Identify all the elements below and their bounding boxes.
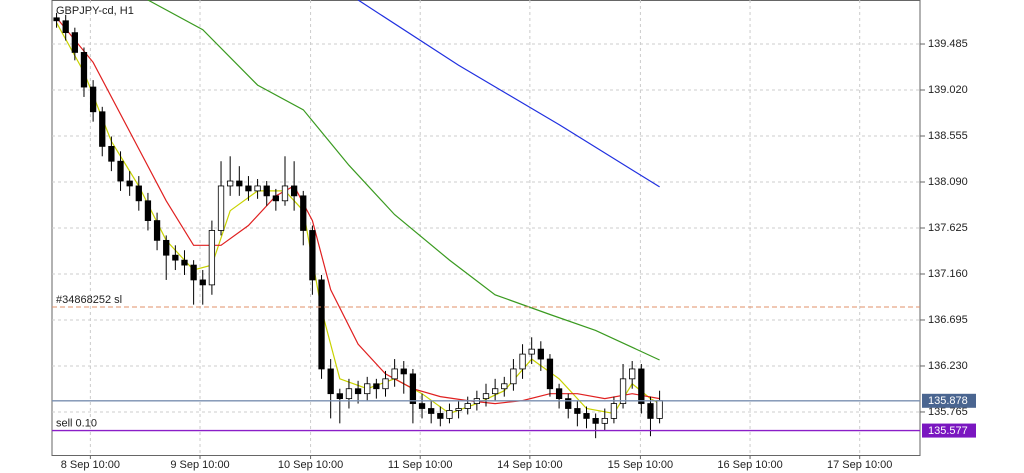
candle-body [153,220,161,241]
candle-body [272,195,279,202]
candle-body [172,254,179,261]
moving-average [56,22,660,415]
candle-body [117,160,124,182]
x-tick-label: 14 Sep 10:00 [497,459,562,471]
candle-body [482,393,490,400]
candle-body [71,32,78,53]
candle-body [647,403,654,419]
candle-body [619,378,627,404]
candle-body [629,368,636,380]
candle-body [610,403,618,419]
candle-body [555,388,563,400]
candle-body [208,230,216,286]
candle-body [135,185,142,202]
candle-body [446,410,453,419]
candle-body [80,52,88,88]
candle-body [263,185,270,197]
y-tick-label: 139.485 [928,38,968,50]
candle-body [318,279,325,370]
price-tag [922,393,976,408]
candle-body [583,413,590,419]
candle-body [546,358,554,390]
candle-body [53,17,60,22]
y-tick-label: 137.160 [928,268,968,280]
candle-body [364,383,371,395]
x-tick-label: 16 Sep 10:00 [717,459,782,471]
y-tick-label: 138.090 [928,176,968,188]
candle-body [217,185,225,231]
moving-average [357,0,660,188]
candle-body [428,408,435,414]
grid [52,0,920,455]
candle-body [510,368,517,385]
candle-body [537,348,544,360]
y-tick-label: 136.230 [928,360,968,372]
candle-body [373,383,380,390]
candle-body [227,180,234,187]
candle-body [409,373,417,404]
x-tick-label: 9 Sep 10:00 [170,459,229,471]
candle-body [126,180,133,187]
candle-body [391,368,398,380]
x-tick-label: 15 Sep 10:00 [608,459,673,471]
candle-body [309,230,316,281]
candle-body [528,348,535,355]
candle-body [108,145,115,162]
x-tick-label: 8 Sep 10:00 [61,459,120,471]
price-tag [922,423,976,438]
candle-body [327,368,334,395]
candle-body [199,279,206,286]
candle-body [601,418,608,424]
candle-body [437,413,444,419]
y-tick-label: 138.555 [928,130,968,142]
candle-body [354,388,362,395]
candle-body [99,111,106,147]
candle-body [281,185,289,202]
x-tick-label: 10 Sep 10:00 [278,459,343,471]
price-tag-label: 135.878 [928,395,968,407]
price-tag-label: 135.577 [928,425,968,437]
y-tick-label: 136.695 [928,314,968,326]
x-tick-label: 11 Sep 10:00 [388,459,453,471]
candle-body [382,378,389,390]
candle-body [290,185,298,197]
level-label: sell 0.10 [56,417,97,429]
candle-body [254,185,261,192]
candle-body [190,264,197,281]
candle-body [400,368,407,375]
candle-body [336,393,343,400]
candle-body [62,20,69,34]
y-tick-label: 139.020 [928,84,968,96]
candle-body [89,86,97,113]
candle-body [519,353,526,370]
candle-body [491,388,499,395]
candle-body [236,180,243,187]
candle-body [345,388,353,400]
candle-body [638,368,645,404]
marks [53,0,663,439]
y-tick-label: 137.625 [928,222,968,234]
candle-body [245,185,252,192]
candle-body [300,195,307,231]
candle-body [574,408,581,414]
candle-body [455,408,462,411]
moving-average [147,0,660,361]
y-tick-label: 135.765 [928,406,968,418]
candle-body [144,200,152,221]
chart-title: GBPJPY-cd, H1 [56,5,134,17]
candle-body [592,418,599,424]
candle-body [656,400,663,419]
candle-body [163,239,170,256]
x-tick-label: 17 Sep 10:00 [827,459,892,471]
candle-body [565,398,572,409]
level-label: #34868252 sl [56,294,122,306]
candle-body [418,403,426,409]
candle-body [501,383,508,390]
candle-body [181,259,188,266]
candle-body [464,403,471,409]
